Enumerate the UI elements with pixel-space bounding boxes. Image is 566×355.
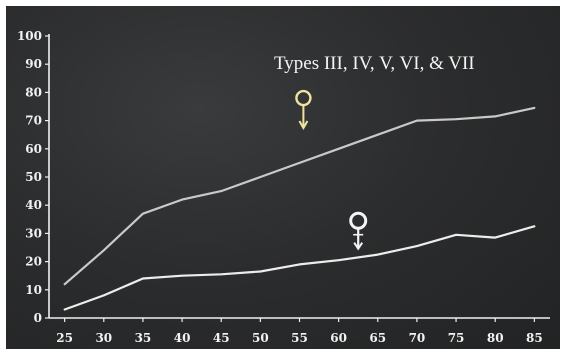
data-point bbox=[376, 133, 379, 136]
data-point bbox=[102, 249, 105, 252]
y-tick-label: 100 bbox=[17, 29, 42, 43]
data-point bbox=[63, 308, 66, 311]
x-tick-label: 65 bbox=[369, 331, 386, 345]
data-point bbox=[494, 236, 497, 239]
line-chart: 0 10 20 30 40 50 60 70 80 90 100 25 30 35 40 45 50 55 60 65… bbox=[17, 29, 550, 345]
data-point bbox=[181, 274, 183, 277]
y-tick-label: 0 bbox=[34, 311, 42, 325]
series-line-female bbox=[63, 225, 536, 311]
data-point bbox=[533, 225, 536, 228]
data-point bbox=[63, 283, 66, 286]
x-tick-label: 70 bbox=[409, 331, 426, 345]
chart-slide: 0 10 20 30 40 50 60 70 80 90 100 25 30 35 40 45 50 55 60 65… bbox=[6, 6, 560, 349]
tick-labels: 0 10 20 30 40 50 60 70 80 90 100 25 30 35 40 45 50 55 60 65… bbox=[17, 29, 543, 345]
axes bbox=[48, 34, 550, 319]
data-point bbox=[416, 119, 418, 122]
x-tick-label: 80 bbox=[487, 331, 504, 345]
y-tick-label: 20 bbox=[25, 255, 42, 269]
x-tick-label: 75 bbox=[448, 331, 465, 345]
data-point bbox=[533, 107, 536, 109]
series-lines bbox=[63, 106, 536, 311]
data-point bbox=[142, 212, 144, 215]
data-point bbox=[220, 273, 223, 276]
x-tick-label: 45 bbox=[213, 331, 230, 345]
x-tick-label: 25 bbox=[56, 331, 73, 345]
data-point bbox=[494, 115, 497, 118]
y-tick-label: 90 bbox=[25, 57, 42, 71]
y-tick-label: 10 bbox=[25, 283, 42, 297]
y-tick-label: 30 bbox=[25, 226, 42, 240]
female-symbol-icon bbox=[349, 211, 368, 251]
x-tick-label: 40 bbox=[174, 331, 191, 345]
data-point bbox=[337, 259, 340, 262]
data-point bbox=[259, 270, 262, 273]
data-point bbox=[102, 294, 105, 297]
data-point bbox=[142, 277, 144, 280]
series-line-male bbox=[63, 106, 536, 286]
x-tick-label: 50 bbox=[252, 331, 269, 345]
data-point bbox=[416, 245, 418, 247]
data-point bbox=[337, 147, 340, 150]
data-point bbox=[298, 263, 301, 266]
x-tick-label: 85 bbox=[526, 331, 543, 345]
data-point bbox=[181, 198, 183, 201]
y-tick-label: 60 bbox=[25, 142, 42, 156]
data-point bbox=[220, 190, 223, 193]
data-point bbox=[298, 162, 301, 164]
y-tick-label: 40 bbox=[25, 198, 42, 212]
y-tick-label: 70 bbox=[25, 114, 42, 128]
data-point bbox=[259, 176, 262, 178]
x-tick-label: 60 bbox=[330, 331, 347, 345]
data-point bbox=[455, 233, 457, 236]
x-tick-label: 35 bbox=[135, 331, 152, 345]
data-point bbox=[455, 118, 457, 121]
chart-title: Types III, IV, V, VI, & VII bbox=[274, 53, 475, 74]
y-tick-label: 50 bbox=[25, 170, 42, 184]
x-tick-label: 30 bbox=[95, 331, 112, 345]
y-tick-label: 80 bbox=[25, 85, 42, 99]
x-tick-label: 55 bbox=[291, 331, 308, 345]
male-symbol-icon bbox=[295, 89, 312, 131]
data-point bbox=[376, 253, 379, 256]
